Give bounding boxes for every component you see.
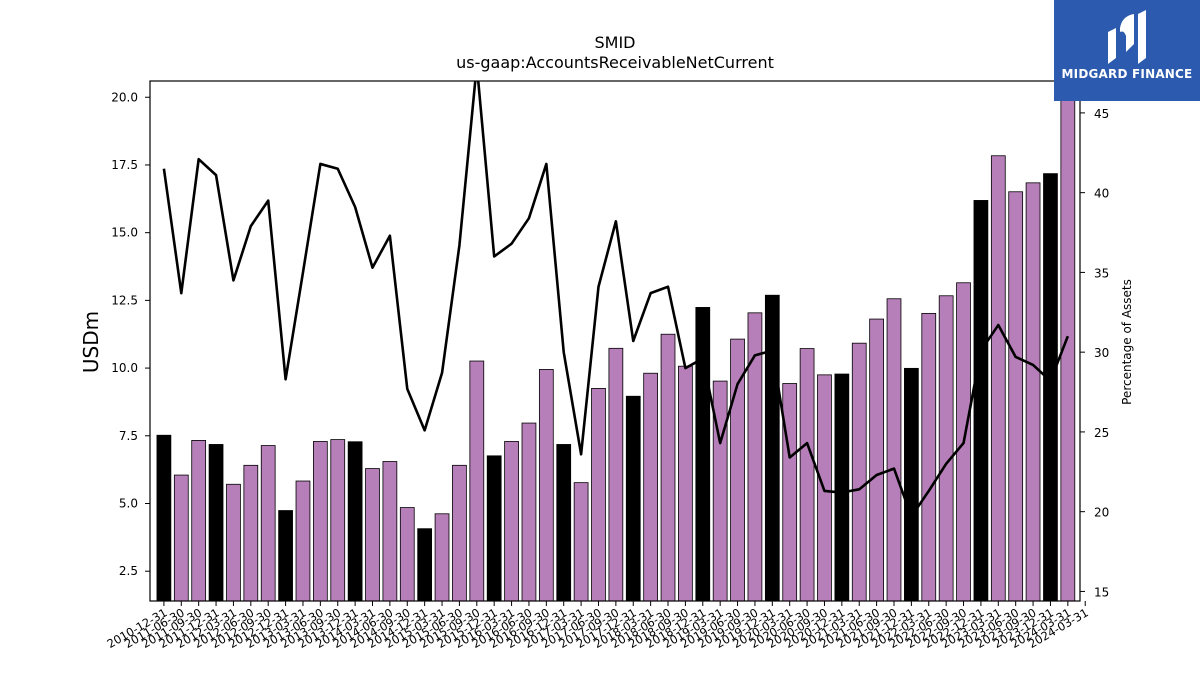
bar-2017-06-30 (608, 347, 624, 601)
bar-2023-06-30 (1025, 182, 1041, 601)
midgard-logo-icon (1108, 10, 1146, 64)
y-tick-label: 15.0 (111, 226, 138, 240)
logo-text: MIDGARD FINANCE (1061, 67, 1193, 81)
y2-tick-label: 45 (1094, 107, 1109, 121)
y-axis-label: USDm (79, 311, 103, 373)
bar-2014-09-30 (417, 528, 433, 601)
y2-tick-label: 25 (1094, 426, 1109, 440)
bar-2014-06-30 (399, 507, 415, 601)
logo-badge: MIDGARD FINANCE (1054, 0, 1200, 101)
bar-2013-03-31 (312, 441, 328, 601)
bars-layer (156, 95, 1076, 601)
bar-2013-06-30 (330, 439, 346, 601)
y-tick-label: 5.0 (119, 497, 138, 511)
line-layer (162, 81, 1070, 518)
bar-2019-12-31 (782, 383, 798, 601)
bar-2020-12-31 (851, 342, 867, 601)
bar-2011-09-30 (208, 444, 224, 601)
bar-2018-03-31 (660, 333, 676, 601)
bar-2022-12-31 (990, 155, 1006, 601)
bar-2016-12-31 (573, 482, 589, 601)
y2-tick-label: 35 (1094, 266, 1109, 280)
y-tick-label: 7.5 (119, 429, 138, 443)
bar-2016-06-30 (538, 369, 554, 601)
y-tick-label: 20.0 (111, 90, 138, 104)
bar-2018-09-30 (695, 307, 711, 601)
percentage-of-assets-line (162, 81, 1070, 518)
bar-2019-06-30 (747, 312, 763, 601)
bar-2011-12-31 (226, 483, 241, 601)
axes-layer: 2.5 5.0 7.5 10.0 12.5 15.0 17.5 20.0 15 20 25 30 35 4… (105, 80, 1109, 651)
bar-2012-06-30 (260, 445, 276, 601)
bar-2011-06-30 (191, 439, 207, 601)
y2-tick-label: 30 (1094, 346, 1109, 360)
bar-2023-03-31 (1008, 191, 1024, 601)
y-tick-label: 2.5 (119, 564, 138, 578)
y-tick-label: 10.0 (111, 361, 138, 375)
bar-2015-03-31 (452, 464, 467, 601)
bar-2021-09-30 (904, 367, 919, 601)
bar-2010-12-31 (156, 434, 172, 601)
y2-tick-label: 40 (1094, 187, 1109, 201)
bar-2013-09-30 (347, 441, 363, 601)
bar-2015-06-30 (469, 360, 485, 601)
bar-2014-03-31 (382, 461, 398, 601)
y-tick-label: 12.5 (111, 293, 138, 307)
y2-tick-label: 15 (1094, 585, 1109, 599)
plot-frame (149, 80, 1081, 602)
bar-2021-03-31 (869, 318, 884, 601)
bar-2012-03-31 (243, 464, 259, 601)
bar-2020-03-31 (799, 348, 815, 601)
bar-2018-06-30 (678, 365, 693, 601)
bar-2016-03-31 (521, 422, 537, 601)
bar-2019-09-30 (764, 294, 780, 601)
bar-2021-12-31 (921, 312, 937, 601)
bar-2017-03-31 (591, 387, 606, 601)
bar-2012-09-30 (278, 510, 293, 601)
bar-2017-12-31 (643, 372, 658, 601)
bar-2020-09-30 (834, 373, 850, 601)
bar-2022-03-31 (938, 295, 954, 601)
bar-2013-12-31 (365, 468, 380, 601)
bar-2017-09-30 (625, 395, 641, 601)
chart-subtitle: us-gaap:AccountsReceivableNetCurrent (456, 53, 774, 72)
bar-2015-09-30 (486, 455, 502, 601)
y-tick-label: 17.5 (111, 158, 138, 172)
y2-axis-label: Percentage of Assets (1120, 279, 1134, 405)
bar-2012-12-31 (295, 480, 311, 601)
bar-2011-03-31 (173, 474, 189, 601)
bar-2016-09-30 (556, 444, 572, 601)
chart-title: SMID (595, 33, 636, 52)
y2-tick-label: 20 (1094, 506, 1109, 520)
bar-2015-12-31 (504, 441, 519, 601)
bar-2022-09-30 (973, 200, 989, 601)
bar-2014-12-31 (434, 513, 450, 601)
bar-2021-06-30 (886, 298, 902, 601)
bar-2019-03-31 (730, 338, 745, 601)
bar-2023-09-30 (1043, 173, 1058, 601)
